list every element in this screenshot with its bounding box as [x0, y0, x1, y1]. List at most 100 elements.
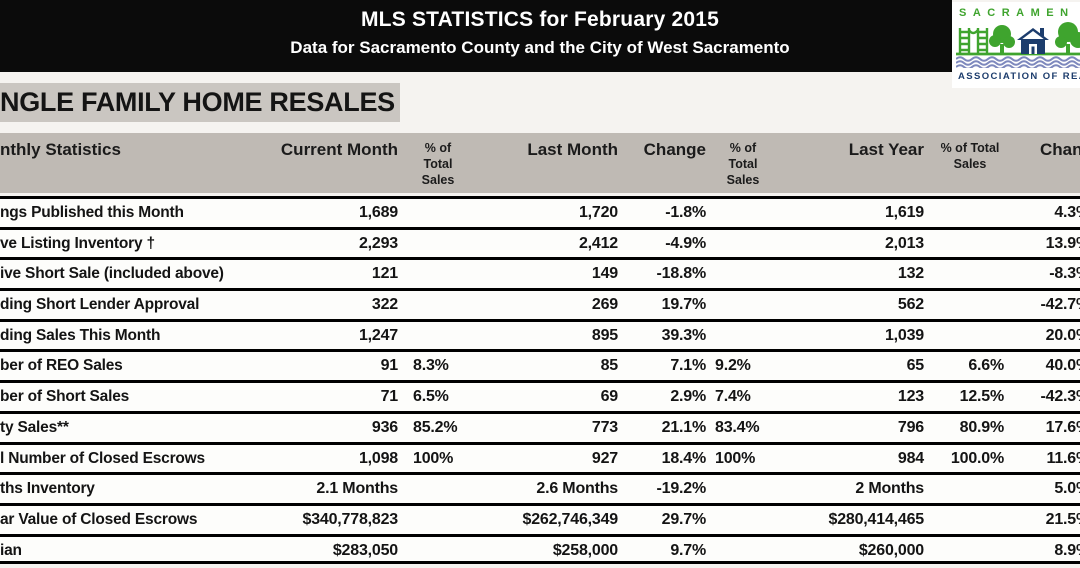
cell-change-vs-last-month: -1.8% [665, 204, 706, 221]
table-row: ngs Published this Month 1,689 1,720 -1.… [0, 196, 1080, 227]
cell-last-year-value: 2,013 [884, 234, 924, 252]
cell-pct-total-sales-last-month: 83.4% [715, 418, 760, 436]
cell-last-year-value: 984 [897, 449, 924, 467]
cell-change-vs-last-month: 2.9% [670, 388, 706, 406]
cell-change-vs-last-year: 4.3% [1054, 204, 1080, 221]
cell-last-month-value: $258,000 [552, 541, 618, 559]
cell-change-vs-last-month: 29.7% [661, 510, 707, 528]
col-header-pct-total-sales-last-year: % of Total Sales [940, 141, 1000, 171]
cell-last-year-value: 796 [897, 418, 924, 436]
cell-pct-total-sales-last-month [715, 230, 775, 258]
cell-last-month-value: 69 [600, 388, 619, 406]
cell-current-month-value: 91 [380, 357, 399, 375]
cell-statistic-name: ty Sales** [0, 418, 69, 436]
cell-last-month-value: 2.6 Months [536, 480, 618, 498]
cell-current-month-value: 121 [371, 265, 398, 283]
cell-current-month-value: 1,098 [358, 449, 398, 467]
cell-last-month-value: 1,720 [578, 204, 618, 221]
cell-change-vs-last-year: 17.6% [1045, 418, 1080, 436]
cell-last-month-value: $262,746,349 [522, 510, 619, 528]
cell-pct-total-sales-current [413, 475, 473, 503]
section-title: NGLE FAMILY HOME RESALES [0, 87, 395, 117]
cell-last-month-value: 927 [591, 449, 618, 467]
cell-statistic-name: ive Short Sale (included above) [0, 265, 224, 283]
cell-pct-total-sales-last-year [924, 537, 1004, 562]
table-row: ber of Short Sales 71 6.5% 69 2.9% 7.4% … [0, 380, 1080, 411]
cell-pct-total-sales-last-year [924, 199, 1004, 227]
cell-current-month-value: 936 [371, 418, 398, 436]
cell-last-year-value: 132 [897, 265, 924, 283]
cell-pct-total-sales-last-year: 6.6% [968, 357, 1004, 375]
cell-change-vs-last-year: -42.3% [1040, 388, 1080, 406]
table-row: ber of REO Sales 91 8.3% 85 7.1% 9.2% 65… [0, 349, 1080, 381]
col-header-change-vs-last-month: Change [643, 140, 706, 159]
cell-pct-total-sales-last-month [715, 199, 775, 227]
cell-pct-total-sales-last-month: 100% [715, 449, 756, 467]
cell-pct-total-sales-current: 8.3% [413, 357, 449, 375]
table-row: ar Value of Closed Escrows $340,778,823 … [0, 502, 1080, 534]
cell-pct-total-sales-last-year [924, 322, 1004, 350]
cell-pct-total-sales-current [413, 291, 473, 319]
cell-change-vs-last-month: 19.7% [661, 296, 707, 314]
section-title-bar: NGLE FAMILY HOME RESALES [0, 83, 400, 122]
cell-current-month-value: 1,247 [358, 326, 398, 344]
cell-change-vs-last-month: -18.8% [656, 265, 707, 283]
report-header-band: MLS STATISTICS for February 2015 Data fo… [0, 0, 952, 72]
cell-statistic-name: ve Listing Inventory † [0, 234, 155, 252]
table-row: ty Sales** 936 85.2% 773 21.1% 83.4% 796… [0, 410, 1080, 442]
cell-current-month-value: 322 [371, 296, 398, 314]
cell-last-year-value: $280,414,465 [828, 510, 925, 528]
cell-pct-total-sales-current [413, 322, 473, 350]
cell-pct-total-sales-current [413, 230, 473, 258]
cell-pct-total-sales-last-month [715, 537, 775, 562]
cell-statistic-name: l Number of Closed Escrows [0, 449, 205, 467]
cell-pct-total-sales-last-year [924, 291, 1004, 319]
cell-change-vs-last-month: 39.3% [661, 326, 707, 344]
report-subtitle: Data for Sacramento County and the City … [290, 38, 790, 57]
table-row: l Number of Closed Escrows 1,098 100% 92… [0, 441, 1080, 473]
cell-pct-total-sales-current [413, 506, 473, 534]
cell-last-year-value: $260,000 [858, 541, 924, 559]
cell-last-month-value: 269 [591, 296, 618, 314]
cell-pct-total-sales-last-year: 100.0% [950, 449, 1004, 467]
cell-pct-total-sales-current: 100% [413, 449, 454, 467]
cell-pct-total-sales-current [413, 260, 473, 288]
cell-statistic-name: ber of REO Sales [0, 357, 123, 375]
cell-pct-total-sales-last-year [924, 230, 1004, 258]
cell-statistic-name: ths Inventory [0, 480, 95, 498]
cell-change-vs-last-month: 18.4% [661, 449, 707, 467]
cell-last-year-value: 562 [897, 296, 924, 314]
cell-pct-total-sales-current: 6.5% [413, 388, 449, 406]
cell-change-vs-last-year: -42.7% [1040, 296, 1080, 314]
cell-pct-total-sales-last-year: 80.9% [959, 418, 1005, 436]
col-header-change-vs-last-year: Change [1040, 140, 1080, 159]
table-row: ive Short Sale (included above) 121 149 … [0, 257, 1080, 289]
cell-pct-total-sales-current [413, 537, 473, 562]
table-row: ding Sales This Month 1,247 895 39.3% 1,… [0, 318, 1080, 350]
cell-current-month-value: $340,778,823 [302, 510, 399, 528]
cell-change-vs-last-year: 21.5% [1045, 510, 1080, 528]
table-row: ths Inventory 2.1 Months 2.6 Months -19.… [0, 472, 1080, 503]
table-header-row: nthly Statistics Current Month % of Tota… [0, 133, 1080, 193]
table-row: ve Listing Inventory † 2,293 2,412 -4.9%… [0, 226, 1080, 258]
cell-last-year-value: 65 [906, 357, 925, 375]
cell-last-year-value: 1,619 [884, 204, 924, 221]
cell-current-month-value: $283,050 [332, 541, 398, 559]
cell-pct-total-sales-current [413, 199, 473, 227]
cell-pct-total-sales-last-year [924, 475, 1004, 503]
col-header-last-year: Last Year [848, 140, 924, 159]
cell-pct-total-sales-last-month [715, 475, 775, 503]
cell-last-year-value: 1,039 [884, 326, 924, 344]
cell-change-vs-last-year: 20.0% [1045, 326, 1080, 344]
cell-pct-total-sales-last-month: 9.2% [715, 357, 751, 375]
cell-last-year-value: 2 Months [855, 480, 924, 498]
cell-change-vs-last-year: 40.0% [1045, 357, 1080, 375]
cell-last-month-value: 2,412 [578, 234, 618, 252]
cell-pct-total-sales-last-month [715, 291, 775, 319]
col-header-current-month: Current Month [280, 140, 398, 159]
cell-last-month-value: 895 [591, 326, 618, 344]
cell-current-month-value: 1,689 [358, 204, 398, 221]
cell-change-vs-last-month: 7.1% [670, 357, 706, 375]
logo-org-name: SACRAMEN [959, 7, 1075, 19]
cell-last-year-value: 123 [897, 388, 924, 406]
